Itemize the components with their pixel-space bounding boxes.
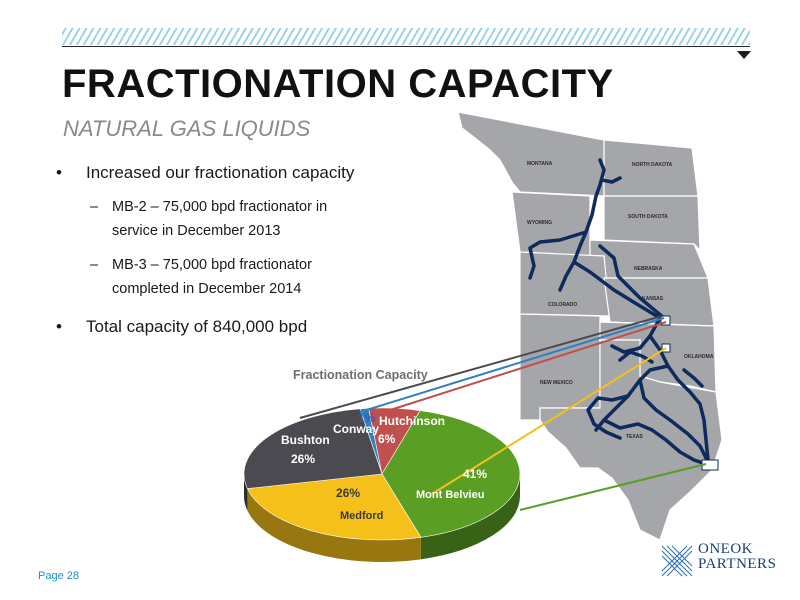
company-logo: ONEOK PARTNERS [660,540,780,580]
label-mont-belvieu-name: Mont Belvieu [416,489,484,501]
state-montana [457,111,605,197]
sub-bullet-line: MB-3 – 75,000 bpd fractionator [112,257,312,273]
label-medford-value: 26% [336,486,360,500]
bullet-list: • Increased our fractionation capacity –… [52,161,382,339]
pie-slice-bushton [243,408,383,489]
label-conway-name: Conway [333,422,379,436]
pie-side-bushton [244,474,248,511]
state-north-dakota [603,139,699,197]
state-label: NORTH DAKOTA [632,162,673,168]
bullet-item: • Total capacity of 840,000 bpd [52,315,382,339]
sub-bullet-text: MB-2 – 75,000 bpd fractionator in servic… [112,195,327,243]
page-number: Page 28 [38,570,79,582]
pie-chart [243,407,521,562]
state-new-mexico [519,313,601,421]
state-label: KANSAS [642,296,664,302]
dash-icon: – [90,199,99,215]
bullet-text: Increased our fractionation capacity [86,163,355,182]
logo-text: ONEOK PARTNERS [698,542,776,572]
state-south-dakota [603,195,701,252]
logo-line-2: PARTNERS [698,556,777,572]
state-label: WYOMING [527,220,552,226]
dash-icon: – [90,257,99,273]
label-medford-name: Medford [340,510,383,522]
pie-side-medford [247,488,421,562]
slide-subtitle: NATURAL GAS LIQUIDS [63,116,311,141]
menu-triangle-icon [737,51,751,59]
state-labels: MONTANA NORTH DAKOTA WYOMING SOUTH DAKOT… [527,161,714,440]
connector-mont-belvieu [519,463,707,511]
sub-bullet-item: – MB-2 – 75,000 bpd fractionator in serv… [90,195,382,243]
sub-bullet-line: service in December 2013 [112,223,281,239]
header-rule [62,46,750,47]
bullet-text: Total capacity of 840,000 bpd [86,317,308,336]
state-label: OKLAHOMA [684,354,714,360]
label-hutchinson-name: Hutchinson [379,414,445,428]
sub-bullet-line: MB-2 – 75,000 bpd fractionator in [112,199,328,215]
pie-slice-medford [246,473,422,541]
label-mont-belvieu-value: 41% [463,467,487,481]
pie-side-mont-belvieu [420,474,520,560]
slide-title: FRACTIONATION CAPACITY [62,62,614,106]
state-label: MONTANA [527,161,553,167]
bullet-dot-icon: • [56,163,62,182]
state-nebraska [589,239,709,279]
sub-bullet-text: MB-3 – 75,000 bpd fractionator completed… [112,253,312,301]
state-label: COLORADO [548,302,577,308]
logo-line-1: ONEOK [698,541,753,557]
us-map [457,111,723,541]
chart-title: Fractionation Capacity [293,368,428,382]
connector-hutchinson [383,321,667,413]
state-label: NEBRASKA [634,266,663,272]
state-label: NEW MEXICO [540,380,573,386]
label-hutchinson-value: 6% [378,432,396,446]
header-hatch-band [62,28,750,45]
label-bushton-name: Bushton [281,433,330,447]
label-conway-value: 1% [358,411,376,425]
label-bushton-value: 26% [291,452,315,466]
sub-bullet-item: – MB-3 – 75,000 bpd fractionator complet… [90,253,382,301]
bullet-item: • Increased our fractionation capacity [52,161,382,185]
pie-slice-mont-belvieu [381,410,521,538]
plant-marker-conway [660,315,671,326]
connector-conway [359,317,665,413]
connector-lines [299,315,707,511]
state-label: SOUTH DAKOTA [628,214,668,220]
pie-labels: Bushton 26% 1% Conway Hutchinson 6% 41% … [281,411,487,522]
bullet-dot-icon: • [56,317,62,336]
sub-bullet-line: completed in December 2014 [112,281,302,297]
oneok-logo-icon [661,545,693,577]
connector-medford [431,347,667,495]
connector-bushton [299,315,663,419]
state-label: TEXAS [626,434,643,440]
